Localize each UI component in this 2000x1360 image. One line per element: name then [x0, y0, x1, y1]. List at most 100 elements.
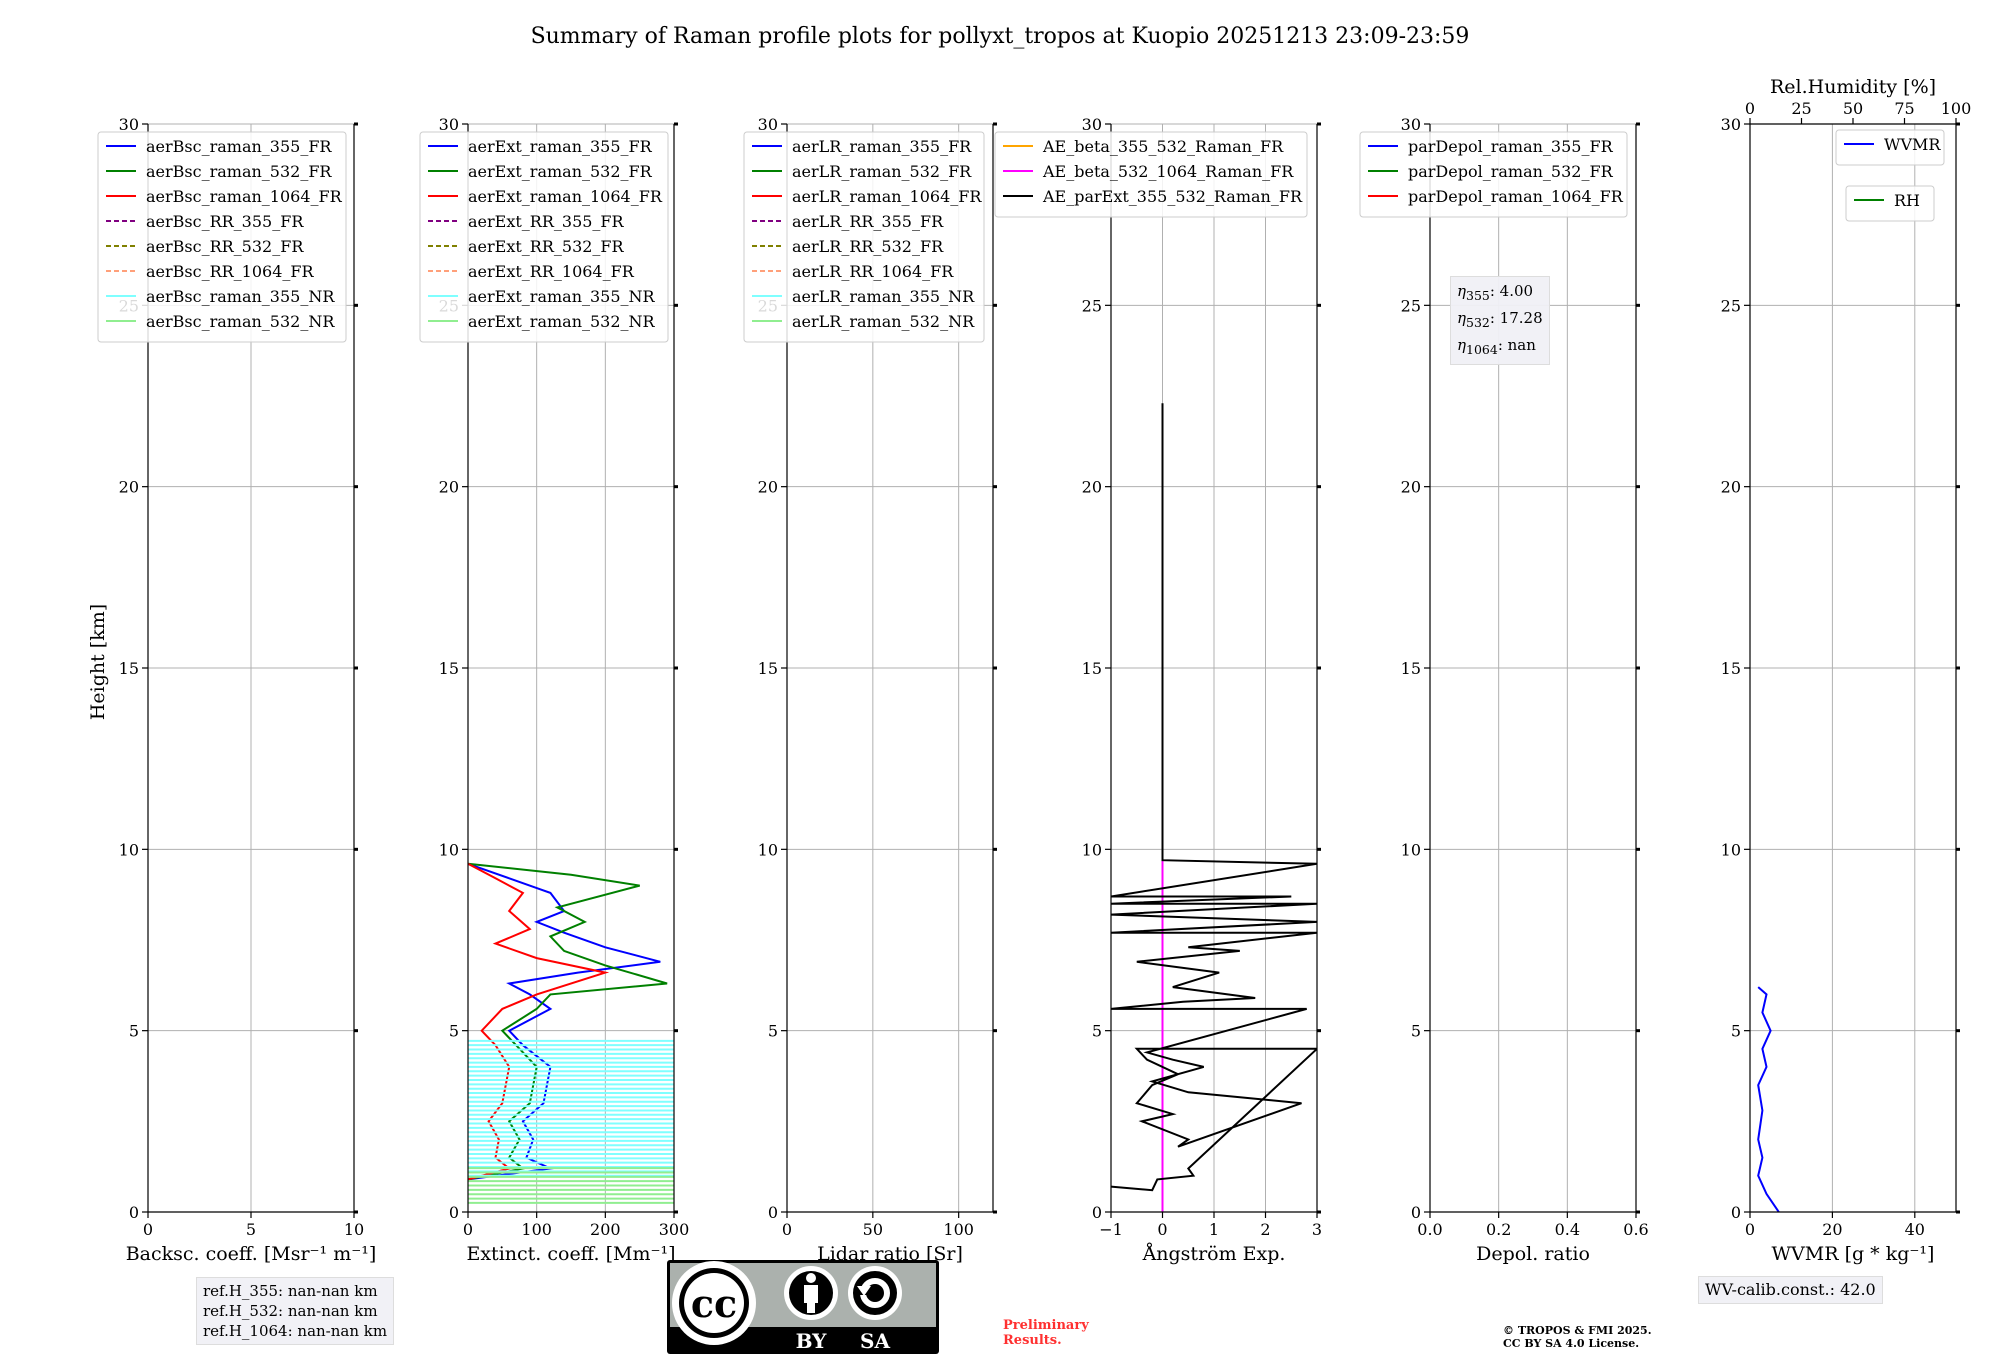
x-axis-label: Extinct. coeff. [Mm⁻¹]	[466, 1243, 675, 1265]
legend-label: aerExt_raman_532_FR	[468, 162, 653, 181]
legend-label: aerExt_raman_355_NR	[468, 287, 656, 306]
x-axis-label: Depol. ratio	[1476, 1243, 1590, 1265]
sa-icon	[848, 1266, 902, 1320]
y-tick-label: 15	[758, 659, 778, 678]
y-tick-label: 30	[439, 115, 459, 134]
ref-h-355: ref.H_355: nan-nan km	[203, 1282, 378, 1300]
x-tick-label: 0.2	[1486, 1220, 1511, 1239]
y-tick-label: 30	[1401, 115, 1421, 134]
y-tick-label: 15	[439, 659, 459, 678]
x-tick-label: 300	[659, 1220, 690, 1239]
top-tick-label: 50	[1843, 99, 1863, 118]
y-tick-label: 10	[758, 840, 778, 859]
x-axis-label: WVMR [g * kg⁻¹]	[1772, 1243, 1935, 1265]
legend-label: aerExt_RR_532_FR	[468, 237, 625, 256]
y-tick-label: 25	[1401, 296, 1421, 315]
y-tick-label: 10	[1082, 840, 1102, 859]
legend-label: aerBsc_raman_1064_FR	[146, 187, 343, 206]
y-tick-label: 30	[1082, 115, 1102, 134]
y-tick-label: 15	[1721, 659, 1741, 678]
y-tick-label: 20	[1401, 478, 1421, 497]
y-tick-label: 15	[119, 659, 139, 678]
y-tick-label: 0	[768, 1203, 778, 1222]
preliminary-line1: Preliminary	[1003, 1318, 1089, 1333]
y-tick-label: 10	[1721, 840, 1741, 859]
y-tick-label: 10	[119, 840, 139, 859]
legend-label: aerLR_raman_532_FR	[792, 162, 972, 181]
top-axis-label: Rel.Humidity [%]	[1770, 76, 1936, 98]
legend-label: aerExt_raman_355_FR	[468, 137, 653, 156]
legend-ext	[419, 131, 669, 343]
legend-label: aerBsc_raman_532_FR	[146, 162, 332, 181]
x-tick-label: −1	[1099, 1220, 1123, 1239]
x-tick-label: 20	[1822, 1220, 1842, 1239]
preliminary-results: Preliminary Results.	[1003, 1318, 1089, 1348]
legend-label: aerLR_RR_1064_FR	[792, 262, 954, 281]
y-tick-label: 5	[1092, 1022, 1102, 1041]
x-tick-label: 100	[521, 1220, 552, 1239]
x-tick-label: 0.0	[1417, 1220, 1442, 1239]
y-tick-label: 5	[449, 1022, 459, 1041]
legend-label: aerExt_raman_1064_FR	[468, 187, 663, 206]
y-tick-label: 15	[1082, 659, 1102, 678]
legend-label: aerBsc_RR_1064_FR	[146, 262, 315, 281]
legend-label: parDepol_raman_355_FR	[1408, 137, 1614, 156]
y-tick-label: 20	[439, 478, 459, 497]
y-tick-label: 10	[439, 840, 459, 859]
y-tick-label: 0	[1092, 1203, 1102, 1222]
eta-box: η355: 4.00 η532: 17.28 η1064: nan	[1450, 276, 1550, 365]
x-axis-label: Ångström Exp.	[1142, 1243, 1286, 1265]
y-tick-label: 30	[758, 115, 778, 134]
y-axis-label: Height [km]	[87, 604, 109, 720]
copyright-line1: © TROPOS & FMI 2025.	[1503, 1324, 1652, 1337]
legend-label: RH	[1894, 191, 1920, 210]
x-tick-label: 0.6	[1623, 1220, 1648, 1239]
y-tick-label: 30	[119, 115, 139, 134]
top-tick-label: 25	[1791, 99, 1811, 118]
y-tick-label: 15	[1401, 659, 1421, 678]
legend-label: AE_beta_532_1064_Raman_FR	[1042, 162, 1294, 181]
legend-label: aerLR_raman_532_NR	[792, 312, 975, 331]
x-tick-label: 200	[590, 1220, 621, 1239]
y-tick-label: 30	[1721, 115, 1741, 134]
legend-dep	[1359, 131, 1628, 218]
x-tick-label: 2	[1260, 1220, 1270, 1239]
y-tick-label: 0	[1411, 1203, 1421, 1222]
legend-bsc	[97, 131, 347, 343]
wv-calib-box: WV-calib.const.: 42.0	[1698, 1276, 1883, 1304]
y-tick-label: 5	[1731, 1022, 1741, 1041]
figure-title: Summary of Raman profile plots for polly…	[531, 24, 1470, 49]
panel-ext: 0510152025300100200300Extinct. coeff. [M…	[419, 115, 690, 1265]
eta-1064: η1064: nan	[1457, 336, 1536, 357]
legend-label: WVMR	[1884, 135, 1941, 154]
series-group	[468, 862, 674, 1204]
legend-label: aerExt_RR_1064_FR	[468, 262, 635, 281]
sa-text: SA	[860, 1329, 890, 1353]
legend-label: aerBsc_RR_355_FR	[146, 212, 304, 231]
x-tick-label: 5	[246, 1220, 256, 1239]
x-tick-label: 3	[1312, 1220, 1322, 1239]
wv-calib-text: WV-calib.const.: 42.0	[1705, 1280, 1876, 1299]
by-text: BY	[796, 1329, 828, 1353]
legend-label: parDepol_raman_1064_FR	[1408, 187, 1624, 206]
x-tick-label: 0	[782, 1220, 792, 1239]
legend-label: parDepol_raman_532_FR	[1408, 162, 1614, 181]
legend-label: aerLR_RR_532_FR	[792, 237, 944, 256]
x-tick-label: 100	[943, 1220, 974, 1239]
reference-height-box: ref.H_355: nan-nan km ref.H_532: nan-nan…	[196, 1277, 395, 1345]
legend-label: AE_beta_355_532_Raman_FR	[1042, 137, 1284, 156]
series-aerExt_raman_355_FR	[468, 862, 661, 1181]
x-tick-label: 0	[1157, 1220, 1167, 1239]
y-tick-label: 20	[758, 478, 778, 497]
y-tick-label: 25	[1721, 296, 1741, 315]
legend-label: aerBsc_RR_532_FR	[146, 237, 304, 256]
by-icon	[784, 1266, 838, 1320]
x-tick-label: 0	[143, 1220, 153, 1239]
ref-h-1064: ref.H_1064: nan-nan km	[203, 1322, 388, 1340]
preliminary-line2: Results.	[1003, 1333, 1062, 1348]
series-WVMR	[1757, 986, 1780, 1212]
eta-532: η532: 17.28	[1457, 309, 1543, 330]
legend-wv	[1835, 129, 1945, 166]
